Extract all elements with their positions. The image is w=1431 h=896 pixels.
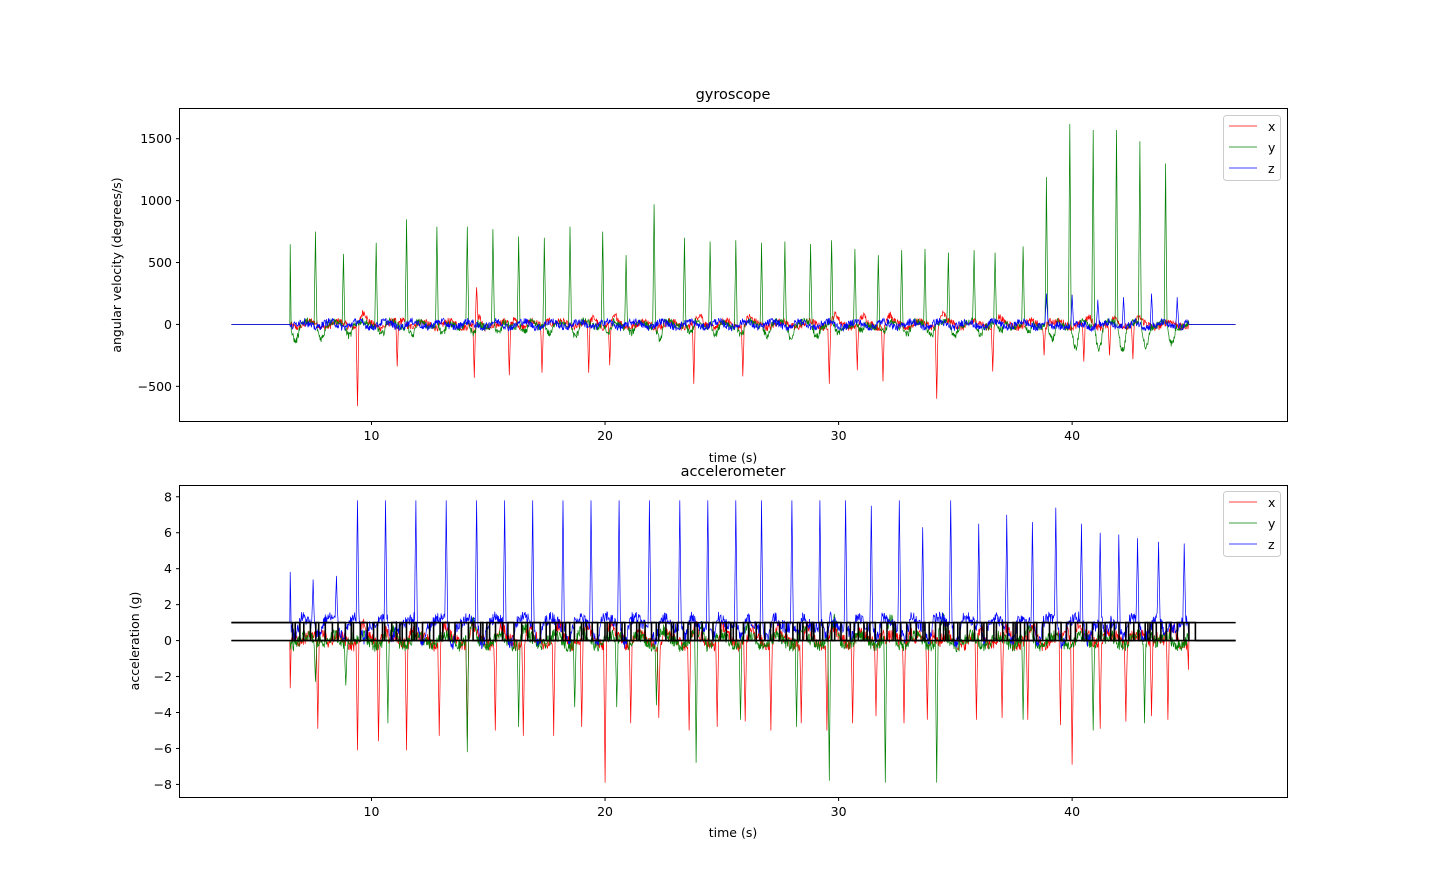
x-tick-label: 40	[1064, 804, 1080, 819]
accelerometer-panel: accelerometer 10 20 30 40 −8 −6 −4 −2 0 2 4 6 8 tim…	[127, 464, 1288, 840]
gyroscope-x-ticks: 10 20 30 40	[364, 421, 1080, 443]
accelerometer-legend-box	[1223, 491, 1281, 557]
accelerometer-legend-z-label: z	[1268, 537, 1275, 552]
y-tick-label: −8	[154, 777, 172, 792]
accelerometer-axes-frame	[179, 485, 1288, 798]
gyroscope-axes-frame	[179, 108, 1288, 422]
y-tick-label: 0	[164, 317, 172, 332]
gyroscope-legend-z-label: z	[1268, 161, 1275, 176]
gyroscope-panel: gyroscope 10 20 30 40 −500 0 500 1000 1500 time…	[109, 87, 1288, 465]
y-tick-label: 500	[148, 255, 172, 270]
y-tick-label: 4	[164, 561, 172, 576]
accelerometer-x-axis-label: time (s)	[709, 825, 757, 840]
y-tick-label: −500	[138, 379, 172, 394]
gyroscope-legend-box	[1223, 115, 1281, 181]
y-tick-label: 1500	[140, 131, 172, 146]
x-tick-label: 20	[597, 804, 613, 819]
gyroscope-plot-lines	[231, 123, 1236, 407]
accelerometer-y-ticks: −8 −6 −4 −2 0 2 4 6 8	[154, 489, 180, 792]
gyroscope-x-axis-label: time (s)	[709, 450, 757, 465]
accelerometer-title: accelerometer	[681, 464, 786, 480]
x-tick-label: 10	[364, 804, 380, 819]
accelerometer-plot-lines	[231, 500, 1236, 783]
accelerometer-legend: x y z	[1223, 491, 1281, 557]
x-tick-label: 30	[831, 804, 847, 819]
y-tick-label: 6	[164, 525, 172, 540]
y-tick-label: 8	[164, 489, 172, 504]
gyroscope-legend-x-label: x	[1268, 119, 1275, 134]
series-z-line	[231, 293, 1236, 333]
accelerometer-x-ticks: 10 20 30 40	[364, 797, 1080, 819]
y-tick-label: 1000	[140, 193, 172, 208]
accelerometer-y-axis-label: acceleration (g)	[127, 592, 142, 691]
series-y-line	[231, 123, 1236, 352]
y-tick-label: −2	[154, 669, 172, 684]
accelerometer-legend-x-label: x	[1268, 495, 1275, 510]
x-tick-label: 40	[1064, 428, 1080, 443]
gyroscope-legend: x y z	[1223, 115, 1281, 181]
gyroscope-title: gyroscope	[696, 87, 771, 103]
gyroscope-y-ticks: −500 0 500 1000 1500	[138, 131, 180, 394]
y-tick-label: −4	[154, 705, 172, 720]
gyroscope-y-axis-label: angular velocity (degrees/s)	[109, 177, 124, 352]
y-tick-label: 0	[164, 633, 172, 648]
series-x-line	[231, 287, 1236, 407]
x-tick-label: 10	[364, 428, 380, 443]
gyroscope-legend-y-label: y	[1268, 140, 1276, 155]
x-tick-label: 30	[831, 428, 847, 443]
y-tick-label: −6	[154, 741, 172, 756]
x-tick-label: 20	[597, 428, 613, 443]
y-tick-label: 2	[164, 597, 172, 612]
accelerometer-legend-y-label: y	[1268, 516, 1276, 531]
